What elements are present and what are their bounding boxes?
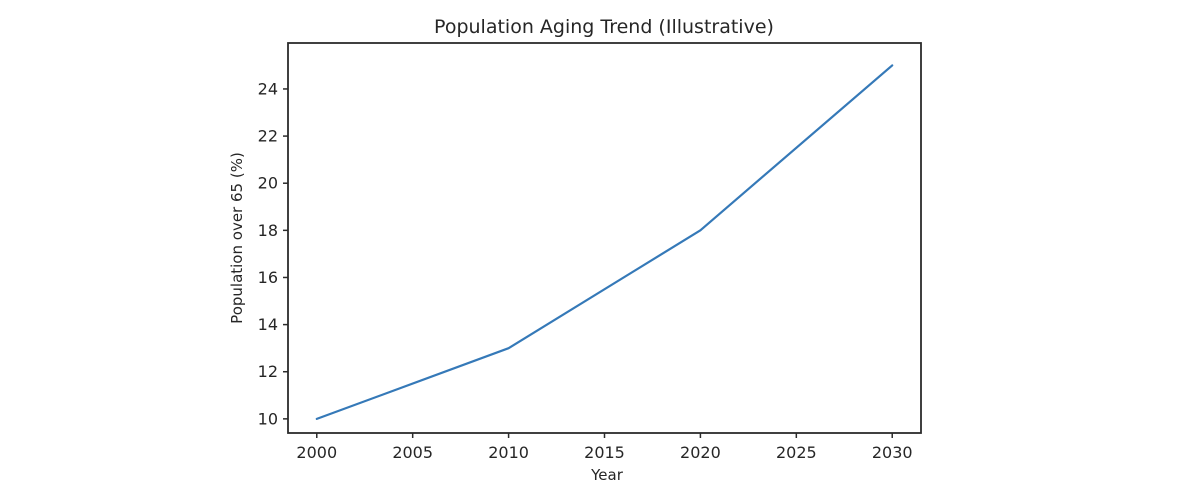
x-tick-marks <box>316 433 893 438</box>
y-tick-label: 10 <box>258 409 278 428</box>
x-tick-label: 2030 <box>872 443 913 462</box>
x-tick-label: 2005 <box>392 443 433 462</box>
plot-area <box>287 42 922 434</box>
y-tick-label: 24 <box>258 79 278 98</box>
y-tick-label: 14 <box>258 315 278 334</box>
x-tick-labels: 2000 2005 2010 2015 2020 2025 2030 <box>296 443 912 462</box>
y-tick-label: 12 <box>258 362 278 381</box>
x-tick-label: 2010 <box>488 443 529 462</box>
x-tick-label: 2000 <box>296 443 337 462</box>
chart-title: Population Aging Trend (Illustrative) <box>434 16 774 38</box>
y-tick-labels: 10 12 14 16 18 20 22 24 <box>258 79 278 428</box>
trend-line <box>315 64 894 420</box>
y-axis-label: Population over 65 (%) <box>228 152 246 324</box>
y-tick-label: 16 <box>258 268 278 287</box>
x-axis-label: Year <box>590 466 624 484</box>
y-tick-label: 22 <box>258 127 278 146</box>
x-tick-label: 2020 <box>680 443 721 462</box>
x-tick-label: 2025 <box>776 443 817 462</box>
y-tick-label: 20 <box>258 174 278 193</box>
y-tick-marks <box>283 88 288 420</box>
x-tick-label: 2015 <box>584 443 625 462</box>
y-tick-label: 18 <box>258 221 278 240</box>
